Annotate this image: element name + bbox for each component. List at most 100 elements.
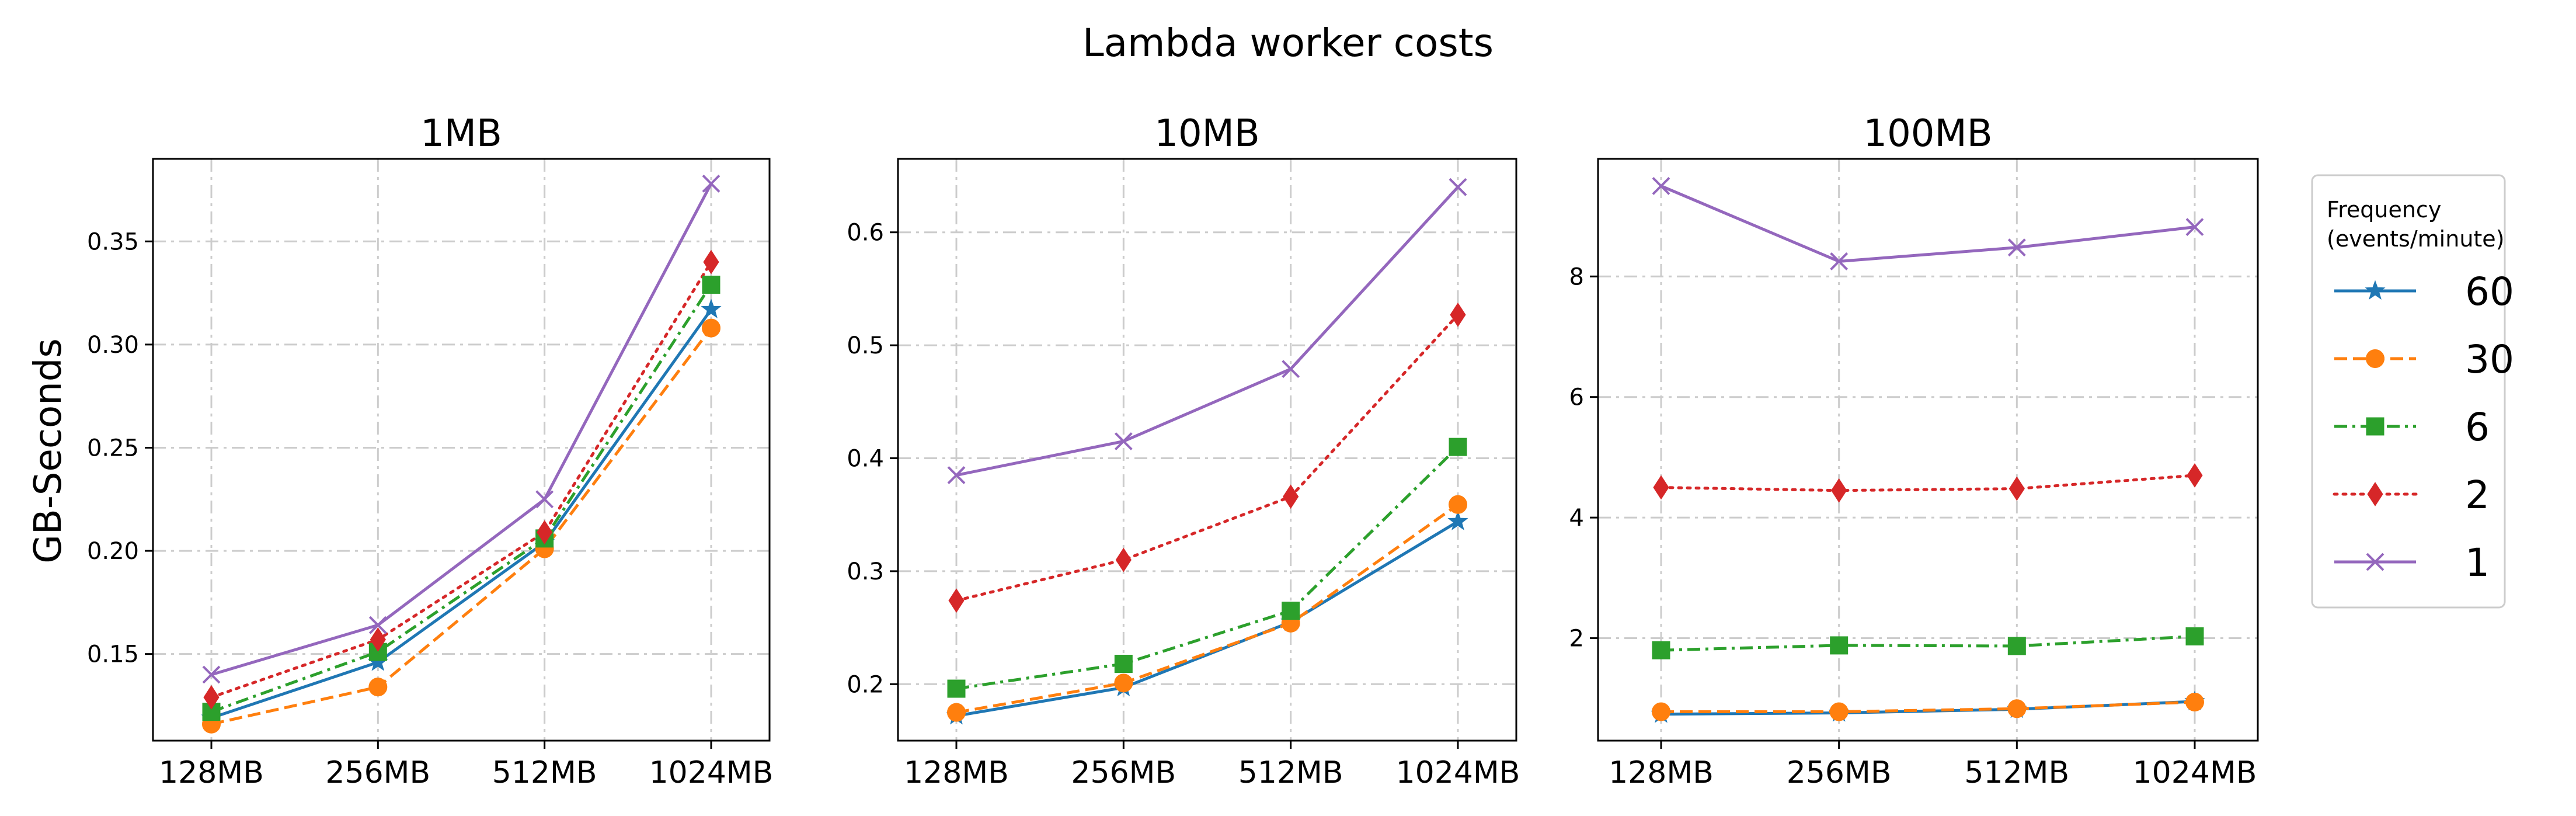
panel-1mb: 1MB 128MB 256MB 512MB 1024MB 0.15 0.20 0.25 0.30… bbox=[87, 112, 774, 790]
series-line-6 bbox=[956, 446, 1459, 690]
series-line-60 bbox=[956, 520, 1459, 717]
series-line-30 bbox=[1661, 700, 2195, 713]
data-point-30 bbox=[368, 678, 388, 697]
y-tick-label: 0.20 bbox=[87, 538, 139, 565]
axes-frame bbox=[1597, 158, 2259, 742]
axes-frame bbox=[152, 158, 771, 742]
data-point-30 bbox=[2185, 692, 2204, 711]
y-tick-label: 0.35 bbox=[87, 228, 139, 255]
data-point-2 bbox=[203, 685, 220, 710]
x-tick-label: 128MB bbox=[904, 755, 1009, 790]
y-tick-label: 2 bbox=[1569, 626, 1584, 652]
data-point-2 bbox=[537, 520, 553, 545]
y-tick-label: 0.3 bbox=[847, 558, 884, 585]
data-point-30 bbox=[702, 318, 720, 338]
y-tick-label: 0.25 bbox=[87, 435, 139, 461]
data-point-30 bbox=[1829, 702, 1849, 721]
panel-title: 100MB bbox=[1863, 112, 1992, 155]
x-tick-label: 128MB bbox=[159, 755, 264, 790]
y-tick-label: 0.15 bbox=[87, 641, 139, 668]
legend-marker-6 bbox=[2366, 417, 2384, 436]
data-point-2 bbox=[2008, 476, 2025, 501]
data-point-2 bbox=[1450, 302, 1466, 327]
x-tick-label: 1024MB bbox=[2133, 755, 2257, 790]
data-point-6 bbox=[947, 679, 966, 698]
x-tick-label: 256MB bbox=[1787, 755, 1892, 790]
data-point-6 bbox=[1282, 602, 1300, 620]
data-point-30 bbox=[1652, 702, 1670, 721]
legend-marker-60 bbox=[2365, 280, 2386, 300]
x-tick-label: 1024MB bbox=[649, 755, 774, 790]
data-point-1 bbox=[1830, 252, 1849, 270]
data-point-1 bbox=[1282, 360, 1300, 379]
y-tick-label: 4 bbox=[1569, 505, 1584, 532]
panel-10mb: 10MB 128MB 256MB 512MB 1024MB 0.2 0.3 0.4 0.5 0.6 bbox=[847, 112, 1520, 790]
panel-title: 10MB bbox=[1154, 112, 1260, 155]
data-point-1 bbox=[1449, 178, 1467, 196]
data-point-6 bbox=[2007, 637, 2026, 655]
data-point-2 bbox=[1115, 547, 1132, 572]
data-point-1 bbox=[368, 616, 387, 634]
data-point-1 bbox=[702, 174, 720, 193]
x-tick-label: 512MB bbox=[1964, 755, 2069, 790]
series-line-6 bbox=[211, 284, 713, 713]
data-point-2 bbox=[703, 249, 719, 275]
data-point-60 bbox=[1447, 511, 1468, 530]
legend-frame bbox=[2311, 174, 2506, 609]
y-tick-label: 6 bbox=[1569, 384, 1584, 411]
data-point-30 bbox=[947, 703, 966, 722]
data-point-30 bbox=[1114, 673, 1133, 693]
data-point-2 bbox=[948, 588, 965, 613]
data-point-6 bbox=[1114, 654, 1133, 673]
data-point-2 bbox=[1653, 475, 1669, 500]
data-point-6 bbox=[1652, 641, 1670, 659]
y-tick-label: 0.6 bbox=[847, 220, 884, 246]
data-point-6 bbox=[2185, 627, 2204, 645]
data-point-1 bbox=[535, 490, 554, 509]
x-tick-label: 1024MB bbox=[1396, 755, 1520, 790]
panel-title: 1MB bbox=[420, 112, 502, 155]
y-tick-label: 0.30 bbox=[87, 332, 139, 359]
data-point-60 bbox=[701, 298, 722, 318]
legend-title-line2: (events/minute) bbox=[2327, 226, 2505, 252]
series-line-2 bbox=[210, 261, 713, 699]
x-tick-label: 512MB bbox=[492, 755, 597, 790]
series-line-30 bbox=[956, 503, 1459, 714]
legend-label-30: 30 bbox=[2465, 337, 2514, 382]
series-line-1 bbox=[956, 186, 1459, 477]
y-axis-label: GB-Seconds bbox=[27, 338, 70, 563]
legend-title-line1: Frequency bbox=[2327, 197, 2441, 223]
legend-label-60: 60 bbox=[2465, 269, 2514, 314]
data-point-2 bbox=[370, 627, 386, 652]
data-point-6 bbox=[1449, 437, 1467, 456]
series-line-6 bbox=[1661, 634, 2195, 652]
data-point-1 bbox=[1652, 177, 1670, 195]
legend-label-2: 2 bbox=[2465, 473, 2490, 518]
y-tick-label: 0.2 bbox=[847, 671, 884, 698]
axes-frame bbox=[897, 158, 1517, 742]
y-tick-label: 0.5 bbox=[847, 332, 884, 359]
panel-100mb: 100MB 128MB 256MB 512MB 1024MB 2 4 6 8 bbox=[1569, 112, 2259, 790]
legend: Frequency (events/minute) 60 30 6 2 1 bbox=[2311, 174, 2514, 609]
series-line-30 bbox=[211, 327, 712, 726]
series-line-1 bbox=[211, 183, 713, 676]
legend-entries: 60 30 6 2 1 bbox=[2333, 269, 2514, 585]
data-point-1 bbox=[202, 665, 221, 684]
series-line-1 bbox=[1661, 185, 2195, 263]
legend-label-6: 6 bbox=[2465, 405, 2490, 450]
x-tick-label: 256MB bbox=[325, 755, 430, 790]
series-line-2 bbox=[955, 313, 1460, 602]
data-point-2 bbox=[1283, 484, 1299, 509]
legend-marker-1 bbox=[2366, 553, 2384, 571]
data-point-2 bbox=[2187, 463, 2203, 488]
series-line-2 bbox=[1659, 474, 2196, 492]
legend-marker-2 bbox=[2367, 482, 2383, 506]
data-point-6 bbox=[702, 275, 720, 294]
legend-label-1: 1 bbox=[2465, 540, 2490, 585]
y-tick-label: 8 bbox=[1569, 263, 1584, 290]
x-tick-label: 512MB bbox=[1238, 755, 1343, 790]
y-tick-label: 0.4 bbox=[847, 446, 884, 473]
figure-title: Lambda worker costs bbox=[1082, 20, 1494, 65]
x-tick-label: 128MB bbox=[1609, 755, 1714, 790]
